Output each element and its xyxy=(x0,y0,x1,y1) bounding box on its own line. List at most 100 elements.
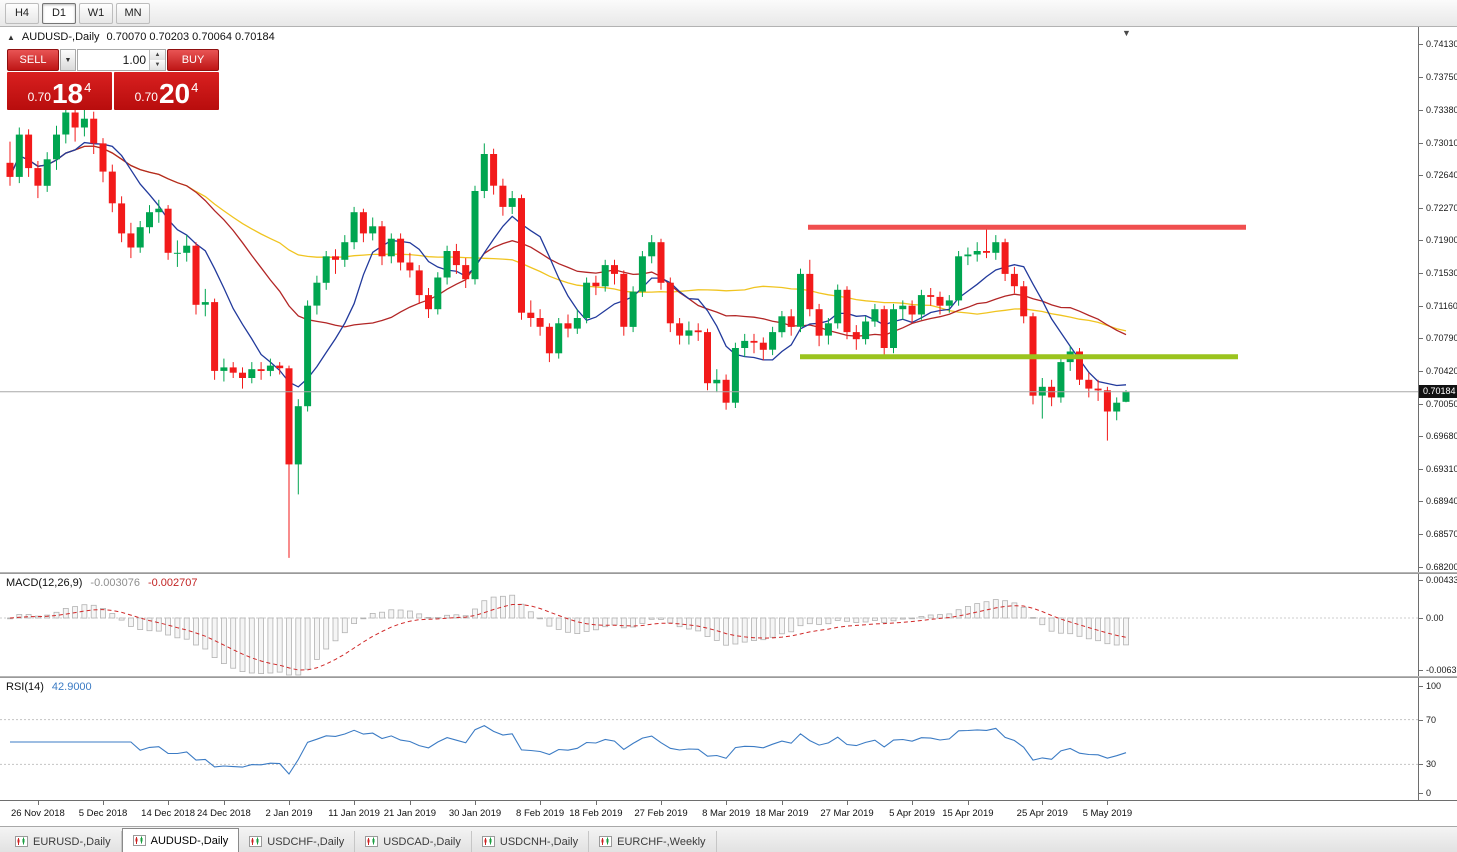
time-axis-label: 25 Apr 2019 xyxy=(1016,808,1068,819)
time-axis-label: 27 Mar 2019 xyxy=(820,808,874,819)
candle xyxy=(1113,402,1121,412)
rsi-panel[interactable]: RSI(14) 42.9000 100 70 30 0 xyxy=(0,678,1457,800)
chart-tab-usdcad[interactable]: USDCAD-,Daily xyxy=(355,831,472,852)
chart-tab-label: EURUSD-,Daily xyxy=(33,835,111,848)
candle xyxy=(406,262,414,271)
macd-signal-value: -0.002707 xyxy=(147,577,198,589)
candle xyxy=(759,342,767,350)
price-axis-label: 0.73010 xyxy=(1419,138,1457,148)
price-panel[interactable]: ▼ ▲ AUDUSD-,Daily 0.70070 0.70203 0.7006… xyxy=(0,27,1457,572)
candle xyxy=(341,242,349,260)
volume-spinner[interactable]: ▲ ▼ xyxy=(149,50,165,70)
candle xyxy=(704,332,711,384)
candle xyxy=(434,277,442,310)
price-axis-label: 0.73750 xyxy=(1419,72,1457,82)
panel-separator[interactable] xyxy=(0,676,1457,678)
candle xyxy=(1076,351,1083,380)
chart-tab-icon xyxy=(132,835,146,846)
sell-price-small: 0.70 xyxy=(27,90,51,104)
candle xyxy=(601,265,609,287)
time-axis-label: 21 Jan 2019 xyxy=(383,808,437,819)
candle xyxy=(1010,273,1018,287)
candle xyxy=(43,159,51,186)
price-axis[interactable]: 0.74130 0.73750 0.73380 0.73010 0.72640 0.722… xyxy=(1418,27,1457,572)
chart-tab-usdcnh[interactable]: USDCNH-,Daily xyxy=(472,831,590,852)
chart-tab-eurchf[interactable]: EURCHF-,Weekly xyxy=(589,831,717,852)
buy-price-display[interactable]: 0.70 20 4 xyxy=(114,72,219,110)
timeframe-button-w1[interactable]: W1 xyxy=(79,2,113,24)
time-axis-tick xyxy=(223,801,225,805)
candle xyxy=(583,282,591,318)
candle xyxy=(573,318,581,329)
chart-title: ▲ AUDUSD-,Daily 0.70070 0.70203 0.70064 … xyxy=(7,31,275,43)
spinner-down-icon[interactable]: ▼ xyxy=(150,60,165,70)
rsi-axis[interactable]: 100 70 30 0 xyxy=(1418,678,1457,800)
time-axis[interactable]: 26 Nov 2018 5 Dec 2018 14 Dec 2018 24 Dec 2… xyxy=(0,800,1457,826)
sell-price-display[interactable]: 0.70 18 4 xyxy=(7,72,112,110)
macd-axis[interactable]: 0.004331 0.00 -0.00637 xyxy=(1418,574,1457,676)
timeframe-button-mn[interactable]: MN xyxy=(116,2,150,24)
candle xyxy=(508,198,516,207)
candle xyxy=(927,295,935,297)
spinner-up-icon[interactable]: ▲ xyxy=(150,50,165,60)
time-axis-label: 18 Mar 2019 xyxy=(755,808,809,819)
chart-tab-eurusd[interactable]: EURUSD-,Daily xyxy=(5,831,122,852)
candle xyxy=(778,316,786,333)
rsi-axis-label: 70 xyxy=(1419,715,1436,725)
candle xyxy=(936,296,944,306)
price-axis-label: 0.69310 xyxy=(1419,464,1457,474)
candle xyxy=(852,332,860,340)
macd-panel[interactable]: MACD(12,26,9) -0.003076 -0.002707 0.0043… xyxy=(0,574,1457,676)
macd-chart-canvas[interactable] xyxy=(0,574,1418,676)
chart-tab-audusd[interactable]: AUDUSD-,Daily xyxy=(121,828,240,852)
rsi-chart-canvas[interactable] xyxy=(0,678,1418,800)
rsi-axis-label: 0 xyxy=(1419,788,1431,798)
chart-tab-usdchf[interactable]: USDCHF-,Daily xyxy=(239,831,356,852)
candle xyxy=(127,233,135,248)
candle xyxy=(983,251,990,253)
chart-tab-icon xyxy=(599,836,613,847)
candle xyxy=(425,295,432,310)
candle xyxy=(211,302,219,371)
panel-separator[interactable] xyxy=(0,572,1457,574)
candle xyxy=(369,226,377,234)
time-axis-tick xyxy=(475,801,476,805)
time-axis-tick xyxy=(912,801,914,805)
time-axis-tick xyxy=(1107,801,1109,805)
candle xyxy=(201,302,209,305)
price-axis-label: 0.68200 xyxy=(1419,562,1457,572)
time-axis-label: 15 Apr 2019 xyxy=(942,808,994,819)
macd-label: MACD(12,26,9) -0.003076 -0.002707 xyxy=(6,577,198,589)
timeframe-button-d1[interactable]: D1 xyxy=(42,2,76,24)
candle xyxy=(815,309,823,336)
timeframe-button-h4[interactable]: H4 xyxy=(5,2,39,24)
candle xyxy=(499,185,507,207)
price-chart-canvas[interactable] xyxy=(0,27,1418,572)
sell-button[interactable]: SELL xyxy=(7,49,59,71)
candle xyxy=(99,143,107,172)
volume-dropdown-button[interactable]: ▼ xyxy=(60,49,76,71)
candle xyxy=(973,251,981,255)
buy-button[interactable]: BUY xyxy=(167,49,219,71)
candle xyxy=(34,168,42,186)
candle xyxy=(731,348,739,403)
candle xyxy=(527,312,535,318)
candle xyxy=(666,282,674,324)
candle xyxy=(415,270,423,296)
candle xyxy=(118,203,126,234)
one-click-trading-toggle-icon[interactable]: ▲ xyxy=(7,32,15,42)
time-axis-tick xyxy=(540,801,542,805)
candle xyxy=(648,242,656,257)
time-axis-tick xyxy=(1042,801,1044,805)
volume-input[interactable] xyxy=(78,50,149,70)
candle xyxy=(62,112,70,135)
buy-price-small: 0.70 xyxy=(134,90,158,104)
candle xyxy=(843,289,851,333)
candle xyxy=(462,265,470,280)
candle xyxy=(592,282,600,287)
chart-tab-bar: EURUSD-,Daily AUDUSD-,Daily USDCHF-,Daily U… xyxy=(0,826,1457,852)
time-axis-tick xyxy=(409,801,411,805)
candle xyxy=(164,208,172,253)
candle xyxy=(239,372,246,378)
candle xyxy=(824,323,832,336)
